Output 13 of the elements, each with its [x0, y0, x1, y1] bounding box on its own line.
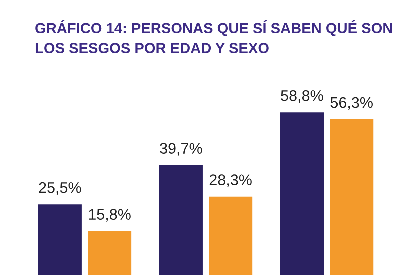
data-label: 39,7%: [160, 143, 202, 156]
bar: [209, 196, 253, 275]
data-label: 15,8%: [89, 209, 131, 222]
bar: [88, 231, 132, 275]
data-label: 56,3%: [330, 97, 373, 110]
bar: [38, 204, 82, 275]
bar: [280, 112, 324, 275]
data-label: 58,8%: [281, 90, 324, 104]
chart-title: GRÁFICO 14: PERSONAS QUE SÍ SABEN QUÉ SON LOS SESGOS POR EDAD Y SEXO: [36, 20, 392, 54]
data-label: 25,5%: [39, 182, 82, 196]
bar: [330, 120, 374, 275]
bar: [159, 165, 203, 275]
data-label: 28,3%: [210, 174, 252, 188]
